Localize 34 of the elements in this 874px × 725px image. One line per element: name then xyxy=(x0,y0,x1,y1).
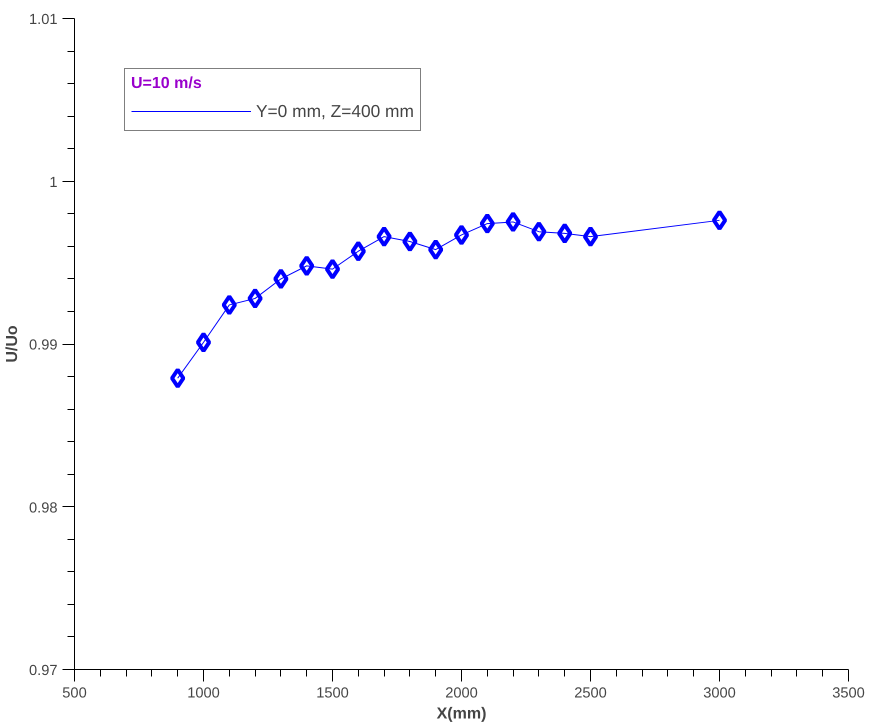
point xyxy=(428,239,444,260)
point xyxy=(196,332,212,353)
point xyxy=(480,213,495,234)
point xyxy=(557,222,572,244)
point xyxy=(247,288,263,309)
x-tick-label: 2000 xyxy=(445,686,478,702)
point xyxy=(222,294,237,316)
x-tick-label: 2500 xyxy=(574,686,607,702)
point xyxy=(582,226,598,248)
x-tick-label: 1000 xyxy=(187,686,220,702)
point xyxy=(402,230,418,252)
point xyxy=(531,221,547,242)
point xyxy=(299,255,314,276)
point xyxy=(324,258,340,280)
x-tick-label: 500 xyxy=(62,686,87,702)
point xyxy=(505,211,521,232)
x-tick-label: 3000 xyxy=(703,686,736,702)
x-axis-title: X(mm) xyxy=(436,706,486,722)
y-tick-label: 0.97 xyxy=(28,663,58,679)
point xyxy=(350,240,366,262)
point xyxy=(273,268,289,290)
legend-title: U=10 m/s xyxy=(131,75,203,93)
point xyxy=(170,368,186,389)
y-tick-label: 1.01 xyxy=(28,12,58,28)
point xyxy=(376,226,392,248)
text: Y=0 mm, Z=400 mm xyxy=(256,100,414,122)
y-axis-title: U/Uo xyxy=(4,325,21,363)
point xyxy=(454,224,470,246)
x-tick-label: 3500 xyxy=(832,686,865,702)
y-tick-label: 0.99 xyxy=(28,338,58,354)
point xyxy=(712,210,728,231)
x-tick-label: 1500 xyxy=(316,686,349,702)
y-tick-label: 0.98 xyxy=(28,500,58,516)
y-tick-label: 1 xyxy=(49,174,58,191)
